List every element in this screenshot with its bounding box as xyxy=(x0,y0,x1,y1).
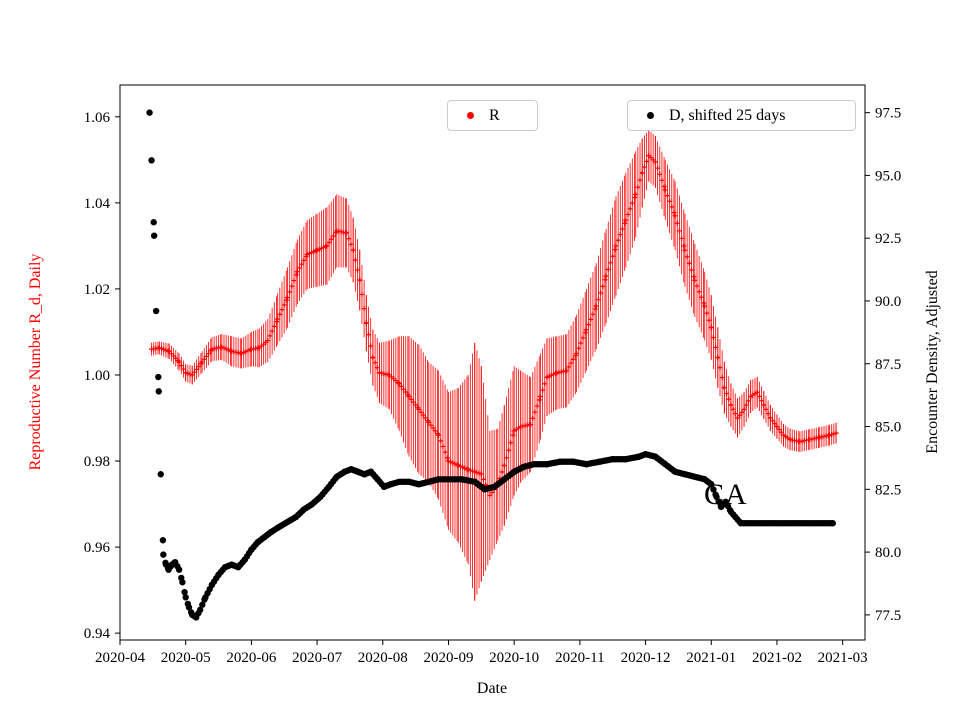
y-axis-label-right: Encounter Density, Adjusted xyxy=(924,270,941,454)
legend-r: R xyxy=(447,100,538,131)
x-tick-label: 2020-06 xyxy=(226,650,276,666)
x-tick-label: 2021-03 xyxy=(818,650,868,666)
legend-d-label: D, shifted 25 days xyxy=(669,106,786,124)
yleft-tick-label: 1.06 xyxy=(84,110,111,126)
d-marker xyxy=(182,594,189,601)
x-tick-label: 2020-04 xyxy=(95,650,145,666)
legend-d-marker-icon xyxy=(647,112,654,119)
yright-tick-label: 80.0 xyxy=(875,545,901,561)
yleft-tick-label: 0.94 xyxy=(84,626,111,642)
x-tick-label: 2020-07 xyxy=(292,650,342,666)
x-tick-label: 2021-02 xyxy=(752,650,802,666)
d-marker xyxy=(196,606,204,614)
legend-r-marker-icon xyxy=(467,112,474,119)
legend-d: D, shifted 25 days xyxy=(627,100,856,131)
x-tick-label: 2020-12 xyxy=(621,650,671,666)
d-marker xyxy=(146,109,153,116)
legend-r-label: R xyxy=(489,106,500,124)
d-marker xyxy=(181,588,188,596)
yright-tick-label: 87.5 xyxy=(875,357,901,373)
yleft-tick-label: 1.00 xyxy=(84,368,110,384)
y-axis-label-left: Reproductive Number R_d, Daily xyxy=(27,253,44,471)
d-marker xyxy=(199,601,206,608)
x-tick-label: 2020-09 xyxy=(423,650,473,666)
yleft-tick-label: 0.98 xyxy=(84,454,110,470)
d-marker xyxy=(150,219,157,226)
x-tick-label: 2020-08 xyxy=(358,650,408,666)
yright-tick-label: 92.5 xyxy=(875,231,901,247)
x-tick-label: 2021-01 xyxy=(686,650,736,666)
yleft-tick-label: 1.02 xyxy=(84,282,110,298)
x-axis-label: Date xyxy=(476,680,508,697)
d-marker xyxy=(710,486,717,493)
d-marker xyxy=(148,157,155,164)
d-marker xyxy=(160,551,167,558)
yright-tick-label: 85.0 xyxy=(875,420,901,436)
d-marker xyxy=(152,307,160,315)
d-marker xyxy=(155,373,162,381)
yright-tick-label: 77.5 xyxy=(875,608,901,624)
yleft-tick-label: 1.04 xyxy=(84,196,111,212)
x-tick-label: 2020-05 xyxy=(161,650,211,666)
d-marker xyxy=(829,520,837,527)
yright-tick-label: 90.0 xyxy=(875,294,901,310)
state-annotation-ca: CA xyxy=(704,478,748,511)
yleft-tick-label: 0.96 xyxy=(84,540,111,556)
d-marker xyxy=(175,566,183,573)
plot-frame xyxy=(119,84,866,641)
d-marker xyxy=(159,537,167,544)
d-marker xyxy=(155,388,162,395)
yright-tick-label: 95.0 xyxy=(875,168,901,184)
d-marker xyxy=(150,232,158,239)
yright-tick-label: 82.5 xyxy=(875,482,901,498)
d-marker xyxy=(185,604,193,611)
yright-tick-label: 97.5 xyxy=(875,106,901,122)
x-tick-label: 2020-11 xyxy=(555,650,604,666)
d-marker xyxy=(708,481,715,488)
d-marker xyxy=(179,579,186,586)
d-marker xyxy=(157,471,164,478)
x-tick-label: 2020-10 xyxy=(489,650,539,666)
